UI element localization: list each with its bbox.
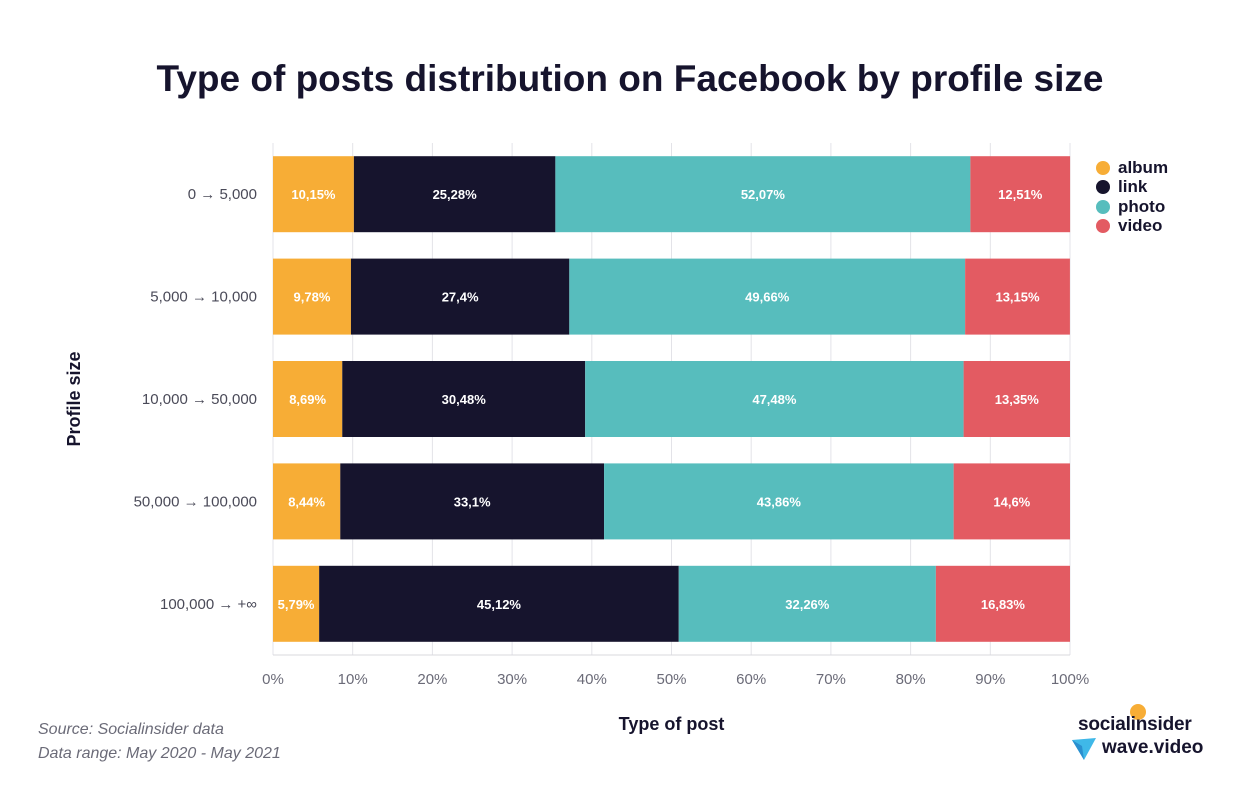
socialinsider-dot-icon bbox=[1130, 704, 1146, 720]
bar-video bbox=[953, 463, 1070, 540]
chart-title: Type of posts distribution on Facebook b… bbox=[156, 58, 1104, 99]
x-tick-label: 30% bbox=[497, 671, 527, 688]
data-label: 25,28% bbox=[433, 187, 478, 202]
y-tick-label: 5,000 → 10,000 bbox=[150, 289, 257, 306]
data-label: 13,35% bbox=[995, 392, 1040, 407]
legend-item-photo: photo bbox=[1096, 197, 1168, 217]
legend-label-link: link bbox=[1118, 177, 1148, 197]
bar-album bbox=[273, 258, 351, 335]
x-tick-label: 40% bbox=[577, 671, 607, 688]
y-axis-title: Profile size bbox=[64, 351, 84, 446]
x-tick-label: 60% bbox=[736, 671, 766, 688]
legend-label-album: album bbox=[1118, 157, 1169, 177]
bar-photo bbox=[604, 463, 954, 540]
x-tick-label: 0% bbox=[262, 671, 284, 688]
data-label: 47,48% bbox=[752, 392, 797, 407]
x-tick-label: 80% bbox=[896, 671, 926, 688]
data-label: 8,44% bbox=[288, 494, 325, 509]
source-note: Source: Socialinsider data Data range: M… bbox=[38, 718, 281, 766]
wave-video-logo: wave.video bbox=[1102, 737, 1204, 758]
data-label: 33,1% bbox=[454, 494, 491, 509]
bar-photo bbox=[585, 361, 964, 437]
bar-link bbox=[340, 463, 605, 540]
x-axis-title: Type of post bbox=[619, 714, 725, 734]
bar-link bbox=[353, 156, 556, 233]
bar-album bbox=[273, 463, 341, 540]
y-tick-label: 50,000 → 100,000 bbox=[134, 493, 257, 510]
bar-video bbox=[935, 565, 1070, 642]
data-label: 43,86% bbox=[757, 494, 802, 509]
legend: album link photo video bbox=[1096, 158, 1168, 236]
data-label: 13,15% bbox=[995, 290, 1040, 305]
bar-photo bbox=[569, 258, 966, 335]
legend-swatch-video bbox=[1096, 219, 1110, 234]
data-label: 10,15% bbox=[291, 187, 336, 202]
wave-video-icon bbox=[1072, 738, 1096, 760]
legend-label-photo: photo bbox=[1118, 196, 1166, 216]
y-tick-label: 100,000 → +∞ bbox=[160, 596, 257, 613]
legend-item-video: video bbox=[1096, 216, 1168, 237]
y-tick-label: 0 → 5,000 bbox=[188, 186, 257, 203]
bar-album bbox=[273, 156, 354, 233]
bar-video bbox=[963, 361, 1070, 437]
bar-photo bbox=[678, 565, 936, 642]
x-tick-label: 50% bbox=[656, 671, 686, 688]
legend-swatch-link bbox=[1096, 180, 1110, 195]
bar-video bbox=[970, 156, 1071, 233]
x-tick-label: 70% bbox=[816, 671, 846, 688]
data-label: 27,4% bbox=[442, 290, 479, 305]
bar-photo bbox=[555, 156, 971, 233]
legend-label-video: video bbox=[1118, 216, 1163, 236]
bar-link bbox=[319, 565, 679, 642]
data-label: 14,6% bbox=[993, 494, 1030, 509]
socialinsider-logo: socialinsider bbox=[1078, 714, 1192, 735]
bar-link bbox=[342, 361, 586, 437]
legend-swatch-photo bbox=[1096, 199, 1110, 214]
data-label: 45,12% bbox=[477, 597, 522, 612]
x-tick-label: 90% bbox=[975, 671, 1005, 688]
bar-album bbox=[273, 361, 343, 437]
legend-item-album: album bbox=[1096, 158, 1168, 178]
legend-item-link: link bbox=[1096, 177, 1168, 198]
x-tick-label: 100% bbox=[1051, 671, 1089, 688]
logos: socialinsider wave.video bbox=[1066, 704, 1226, 768]
data-label: 9,78% bbox=[294, 290, 331, 305]
source-line: Source: Socialinsider data bbox=[38, 721, 224, 738]
y-tick-label: 10,000 → 50,000 bbox=[142, 391, 257, 408]
data-label: 52,07% bbox=[741, 187, 786, 202]
bar-video bbox=[965, 258, 1070, 335]
bar-link bbox=[350, 258, 570, 335]
x-tick-label: 10% bbox=[338, 671, 368, 688]
data-label: 5,79% bbox=[278, 597, 315, 612]
legend-swatch-album bbox=[1096, 160, 1110, 175]
bar-album bbox=[273, 565, 320, 642]
data-label: 8,69% bbox=[289, 392, 326, 407]
data-label: 16,83% bbox=[981, 597, 1026, 612]
data-label: 32,26% bbox=[785, 597, 830, 612]
x-tick-label: 20% bbox=[417, 671, 447, 688]
data-label: 30,48% bbox=[442, 392, 487, 407]
data-label: 12,51% bbox=[998, 187, 1043, 202]
date-range-line: Data range: May 2020 - May 2021 bbox=[38, 745, 281, 762]
data-label: 49,66% bbox=[745, 290, 790, 305]
